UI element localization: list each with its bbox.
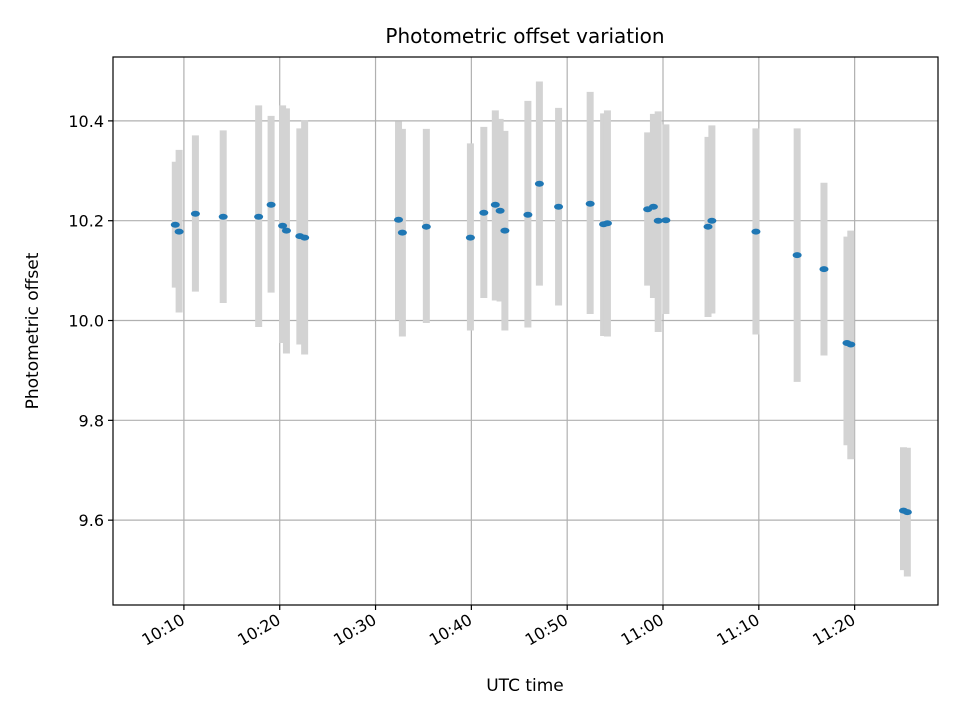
data-point <box>661 217 671 224</box>
plot-frame <box>112 56 939 606</box>
data-point <box>534 180 544 187</box>
data-point <box>554 203 564 210</box>
y-tick-label: 9.8 <box>79 411 104 430</box>
data-point <box>266 201 276 208</box>
data-point <box>218 213 228 220</box>
data-point <box>300 234 310 241</box>
chart-title: Photometric offset variation <box>385 24 664 48</box>
data-point <box>902 509 912 516</box>
data-point <box>846 341 856 348</box>
data-point <box>421 223 431 230</box>
data-point <box>819 266 829 273</box>
data-point <box>479 209 489 216</box>
data-point <box>495 207 505 214</box>
data-point <box>278 222 288 229</box>
data-point <box>653 217 663 224</box>
data-point <box>585 200 595 207</box>
data-point <box>707 217 717 224</box>
data-points <box>170 180 912 516</box>
data-point <box>465 234 475 241</box>
data-point <box>170 221 180 228</box>
data-point <box>500 227 510 234</box>
data-point <box>792 252 802 259</box>
data-point <box>281 227 291 234</box>
data-point <box>703 223 713 230</box>
y-axis-label: Photometric offset <box>23 252 43 409</box>
y-tick-label: 10.0 <box>68 312 104 331</box>
y-ticks: 9.6 9.8 10.0 10.2 10.4 <box>68 112 113 530</box>
data-point <box>523 211 533 218</box>
data-point <box>397 229 407 236</box>
data-point <box>648 203 658 210</box>
data-point <box>174 228 184 235</box>
data-point <box>254 213 264 220</box>
x-axis-label: UTC time <box>486 676 564 696</box>
data-point <box>602 220 612 227</box>
data-point <box>394 216 404 223</box>
y-tick-label: 10.4 <box>68 112 104 131</box>
data-point <box>190 210 200 217</box>
y-tick-label: 9.6 <box>79 511 104 530</box>
data-point <box>490 201 500 208</box>
data-point <box>751 228 761 235</box>
y-tick-label: 10.2 <box>68 212 104 231</box>
